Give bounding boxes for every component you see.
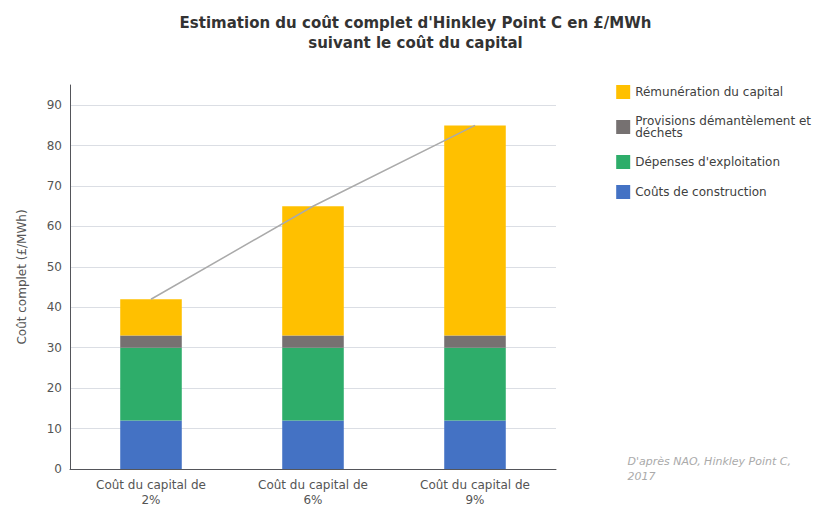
svg-text:0: 0 (54, 462, 62, 476)
svg-text:40: 40 (47, 300, 62, 314)
svg-text:Coût complet (£/MWh): Coût complet (£/MWh) (15, 209, 29, 344)
svg-text:9%: 9% (465, 493, 484, 507)
svg-text:Rémunération du capital: Rémunération du capital (635, 85, 783, 99)
svg-text:10: 10 (47, 422, 62, 436)
svg-text:90: 90 (47, 98, 62, 112)
svg-text:Coûts de construction: Coûts de construction (635, 185, 767, 199)
svg-text:6%: 6% (303, 493, 322, 507)
svg-text:Coût du capital de: Coût du capital de (258, 478, 368, 492)
svg-text:Dépenses d'exploitation: Dépenses d'exploitation (635, 155, 780, 169)
svg-text:80: 80 (47, 139, 62, 153)
svg-text:Estimation du coût complet d'H: Estimation du coût complet d'Hinkley Poi… (180, 14, 652, 32)
svg-text:Coût du capital de: Coût du capital de (96, 478, 206, 492)
svg-text:Provisions démantèlement et: Provisions démantèlement et (635, 114, 811, 128)
svg-text:2%: 2% (141, 493, 160, 507)
svg-text:60: 60 (47, 219, 62, 233)
svg-text:suivant le coût du capital: suivant le coût du capital (308, 34, 523, 52)
svg-text:2017: 2017 (627, 470, 655, 483)
svg-text:D'après NAO, Hinkley Point C,: D'après NAO, Hinkley Point C, (627, 455, 791, 468)
svg-text:50: 50 (47, 260, 62, 274)
svg-text:déchets: déchets (635, 126, 683, 140)
svg-text:30: 30 (47, 341, 62, 355)
svg-text:Coût du capital de: Coût du capital de (420, 478, 530, 492)
svg-text:70: 70 (47, 179, 62, 193)
svg-text:20: 20 (47, 381, 62, 395)
